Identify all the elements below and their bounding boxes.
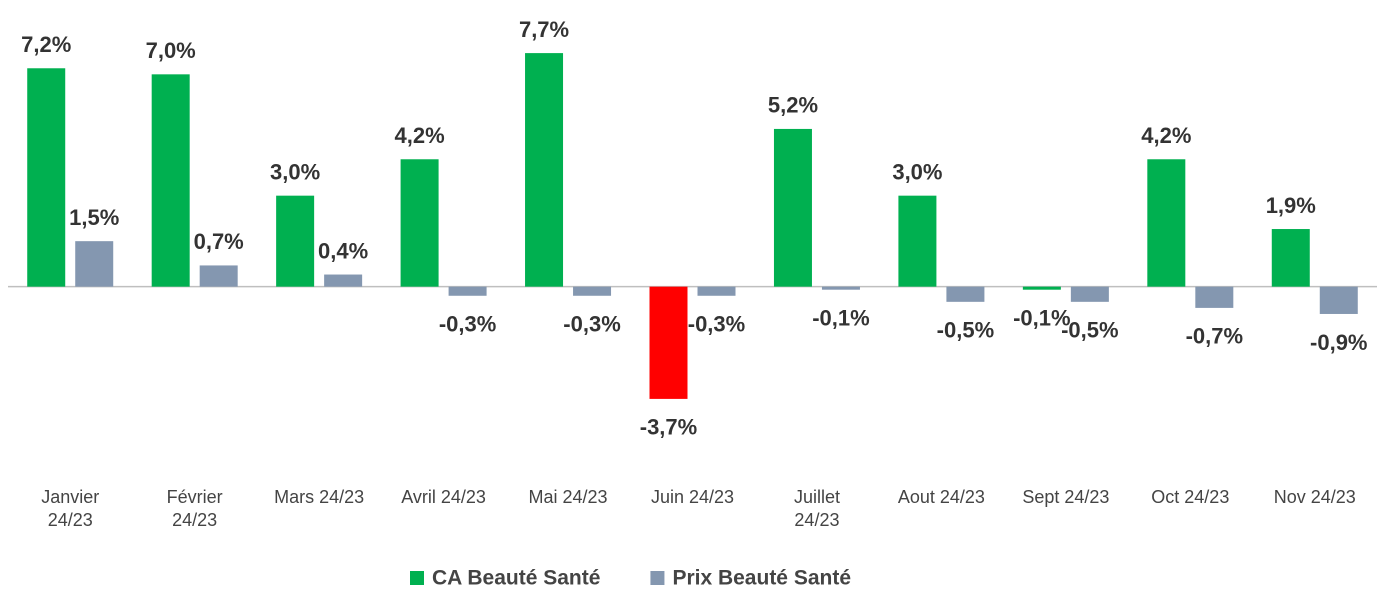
data-label: 4,2% [395, 123, 445, 148]
bar [821, 286, 860, 290]
bar [898, 195, 937, 287]
data-label: 7,2% [21, 32, 71, 57]
bar [400, 159, 439, 287]
data-label: 4,2% [1141, 123, 1191, 148]
x-tick-label: Sept 24/23 [1022, 487, 1110, 507]
bar [1271, 229, 1310, 287]
bar [1070, 286, 1109, 302]
bar [1319, 286, 1358, 314]
data-label: -0,5% [1061, 318, 1118, 343]
data-label: -0,7% [1186, 324, 1243, 349]
bar [448, 286, 487, 296]
bar [75, 241, 114, 287]
x-tick-label: Avril 24/23 [401, 487, 486, 507]
x-tick-label: Mars 24/23 [274, 487, 365, 507]
data-label: -0,3% [439, 312, 496, 337]
bar [324, 274, 363, 287]
data-label: -0,5% [937, 318, 994, 343]
data-label: 3,0% [270, 159, 320, 184]
data-label: 0,4% [318, 238, 368, 263]
bar [151, 74, 190, 287]
bar [276, 195, 315, 287]
bar [1195, 286, 1234, 308]
data-label: -0,3% [563, 312, 620, 337]
bar [697, 286, 736, 296]
x-tick-label: Janvier 24/23 [41, 487, 100, 530]
x-tick-label: Aout 24/23 [897, 487, 985, 507]
x-tick-label: Juin 24/23 [650, 487, 735, 507]
bar [773, 128, 812, 287]
x-tick-label: Nov 24/23 [1273, 487, 1356, 507]
x-tick-label: Février 24/23 [166, 487, 223, 530]
legend-label: Prix Beauté Santé [672, 567, 851, 590]
bar [1022, 286, 1061, 290]
data-label: 3,0% [892, 159, 942, 184]
data-label: -0,1% [812, 306, 869, 331]
legend-swatch [410, 571, 424, 585]
legend-label: CA Beauté Santé [432, 567, 600, 590]
bar [27, 68, 66, 287]
data-label: 1,5% [69, 205, 119, 230]
bar [573, 286, 612, 296]
bar [199, 265, 238, 287]
data-label: -3,7% [640, 415, 697, 440]
data-label: -0,3% [688, 312, 745, 337]
data-label: 7,0% [146, 38, 196, 63]
bar [525, 53, 564, 287]
data-label: -0,1% [1013, 306, 1070, 331]
data-label: 7,7% [519, 17, 569, 42]
x-tick-label: Juillet 24/23 [793, 487, 840, 530]
x-tick-label: Mai 24/23 [528, 487, 608, 507]
data-label: 5,2% [768, 93, 818, 118]
bar [649, 286, 688, 399]
bar [946, 286, 985, 302]
data-label: 0,7% [194, 229, 244, 254]
data-label: -0,9% [1310, 330, 1367, 355]
legend-swatch [650, 571, 665, 585]
bar [1147, 159, 1186, 287]
data-label: 1,9% [1266, 193, 1316, 218]
x-tick-label: Oct 24/23 [1151, 487, 1230, 507]
